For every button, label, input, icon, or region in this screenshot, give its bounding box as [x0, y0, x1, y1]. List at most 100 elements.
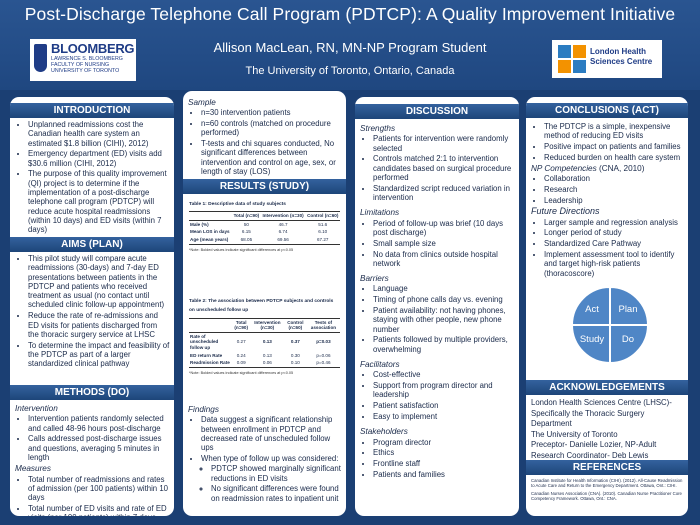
list-item: Emergency department (ED) visits add $30… — [28, 149, 170, 168]
references-heading: REFERENCES — [526, 460, 688, 475]
list-item: No data from clinics outside hospital ne… — [373, 250, 515, 269]
pdca-do-segment — [609, 324, 650, 365]
pdca-act-segment — [570, 285, 611, 326]
introduction-heading: INTRODUCTION — [10, 103, 174, 118]
discussion-heading: DISCUSSION — [355, 104, 519, 119]
list-item: Patients followed by multiple providers,… — [373, 335, 515, 354]
pdca-plan-segment — [609, 285, 650, 326]
list-item: Patients and families — [373, 470, 515, 479]
list-item: Implement assessment tool to identify an… — [544, 250, 684, 278]
association-table: Total (n=90) Intervention (n=30) Control… — [189, 317, 340, 368]
list-item: Total number of ED visits and rate of ED… — [28, 504, 170, 516]
list-item: Small sample size — [373, 239, 515, 248]
results-heading: RESULTS (STUDY) — [183, 179, 346, 194]
list-item: Cost-effective — [373, 370, 515, 379]
list-item: To determine the impact and feasibility … — [28, 341, 170, 369]
table-row: Age (mean years) 68.05 69.56 67.27 — [189, 236, 340, 245]
acknowledgements-section: London Health Sciences Centre (LHSC)-Spe… — [531, 398, 672, 460]
list-item: Leadership — [544, 196, 684, 205]
introduction-section: Unplanned readmissions cost the Canadian… — [15, 120, 170, 236]
list-item: Standardized script reduced variation in… — [373, 184, 515, 203]
pdca-act-label: Act — [585, 304, 599, 315]
list-item: Reduce the rate of re-admissions and ED … — [28, 311, 170, 339]
list-item: PDTCP showed marginally significant redu… — [211, 464, 342, 483]
lhsc-squares-icon — [558, 45, 586, 73]
bloomberg-logo: BLOOMBERG LAWRENCE S. BLOOMBERG FACULTY … — [30, 39, 136, 81]
list-item: The purpose of this quality improvement … — [28, 169, 170, 234]
pdca-cycle-diagram: Act Plan Study Do — [570, 285, 650, 365]
list-item: Language — [373, 284, 515, 293]
list-item: Collaboration — [544, 174, 684, 183]
poster-title: Post-Discharge Telephone Call Program (P… — [24, 4, 676, 24]
pdca-plan-label: Plan — [618, 304, 637, 315]
pdca-study-label: Study — [580, 334, 605, 345]
table-row: Readmission Rate 0.09 0.06 0.10 p=0.46 — [189, 359, 340, 368]
list-item: Data suggest a significant relationship … — [201, 415, 342, 452]
list-item: Program director — [373, 438, 515, 447]
pdca-do-label: Do — [622, 334, 634, 345]
list-item: T-tests and chi squares conducted, No si… — [201, 139, 342, 176]
limitations-label: Limitations — [360, 208, 400, 218]
methods-heading: METHODS (DO) — [10, 385, 174, 400]
findings-label: Findings — [188, 405, 219, 414]
sample-section: Sample n=30 intervention patients n=60 c… — [188, 96, 342, 178]
aims-section: This pilot study will compare acute read… — [15, 254, 170, 370]
column-1: INTRODUCTION Unplanned readmissions cost… — [10, 97, 174, 516]
np-competencies-label: NP Competencies (CNA, 2010) — [531, 164, 645, 174]
list-item: Patient availability: not having phones,… — [373, 306, 515, 334]
acknowledgements-heading: ACKNOWLEDGEMENTS — [526, 380, 688, 395]
table-row: Male (%) 50 46.7 51.6 — [189, 219, 340, 229]
list-item: Research — [544, 185, 684, 194]
intervention-label: Intervention — [15, 404, 58, 413]
list-item: n=30 intervention patients — [201, 108, 342, 117]
list-item: When type of follow up was considered: P… — [201, 454, 342, 503]
column-2: Sample n=30 intervention patients n=60 c… — [183, 91, 346, 516]
findings-section: Findings Data suggest a significant rela… — [188, 403, 342, 504]
table-row: Mean LOS in days 6.15 6.74 6.10 — [190, 229, 328, 235]
column-4: CONCLUSIONS (ACT) The PDTCP is a simple,… — [526, 97, 688, 516]
list-item: Calls addressed post-discharge issues an… — [28, 434, 170, 462]
list-item: Timing of phone calls day vs. evening — [373, 295, 515, 304]
list-item: Positive impact on patients and families — [544, 142, 684, 151]
facilitators-label: Facilitators — [360, 360, 400, 370]
pdca-study-segment — [570, 324, 611, 365]
list-item: n=60 controls (matched on procedure perf… — [201, 119, 342, 138]
list-item: Patient satisfaction — [373, 401, 515, 410]
poster-author: Allison MacLean, RN, MN-NP Program Stude… — [213, 40, 487, 55]
list-item: This pilot study will compare acute read… — [28, 254, 170, 310]
list-item: Larger sample and regression analysis — [544, 218, 684, 227]
future-directions-label: Future Directions — [531, 206, 600, 217]
list-item: Longer period of study — [544, 228, 684, 237]
list-item: Reduced burden on health care system — [544, 153, 684, 162]
list-item: Easy to implement — [373, 412, 515, 421]
list-item: Standardized Care Pathway — [544, 239, 684, 248]
conclusions-section: The PDTCP is a simple, inexpensive metho… — [531, 122, 684, 279]
results-table-1: Table 1: Descriptive data of study subje… — [189, 202, 340, 252]
strengths-label: Strengths — [360, 124, 396, 133]
methods-section: Intervention Intervention patients rando… — [15, 402, 170, 516]
sample-label: Sample — [188, 98, 216, 107]
measures-label: Measures — [15, 464, 51, 474]
list-item: Total number of readmissions and rates o… — [28, 475, 170, 503]
crest-icon — [34, 44, 47, 72]
descriptive-table: Total (n=90) Intervention (n=30) Control… — [189, 211, 340, 245]
barriers-label: Barriers — [360, 274, 389, 284]
list-item: Frontline staff — [373, 459, 515, 468]
aims-heading: AIMS (PLAN) — [10, 237, 174, 252]
list-item: Support from program director and leader… — [373, 381, 515, 400]
table-row: ED return Rate 0.24 0.13 0.30 p=0.06 — [190, 352, 331, 358]
results-table-2: Table 2: The association between PDTCP s… — [189, 297, 340, 378]
list-item: Intervention patients randomly selected … — [28, 414, 170, 433]
column-3: DISCUSSION Strengths Patients for interv… — [355, 97, 519, 516]
list-item: No significant differences were found on… — [211, 484, 342, 503]
list-item: Period of follow-up was brief (10 days p… — [373, 219, 515, 238]
discussion-section: Strengths Patients for intervention were… — [360, 122, 515, 481]
list-item: Patients for intervention were randomly … — [373, 134, 515, 153]
list-item: The PDTCP is a simple, inexpensive metho… — [544, 122, 684, 141]
conclusions-heading: CONCLUSIONS (ACT) — [526, 103, 688, 118]
list-item: Ethics — [373, 448, 515, 457]
poster-university: The University of Toronto, Ontario, Cana… — [245, 65, 455, 77]
list-item: Unplanned readmissions cost the Canadian… — [28, 120, 170, 148]
stakeholders-label: Stakeholders — [360, 427, 408, 437]
references-section: Canadian Institute for Health Informatio… — [531, 478, 683, 502]
